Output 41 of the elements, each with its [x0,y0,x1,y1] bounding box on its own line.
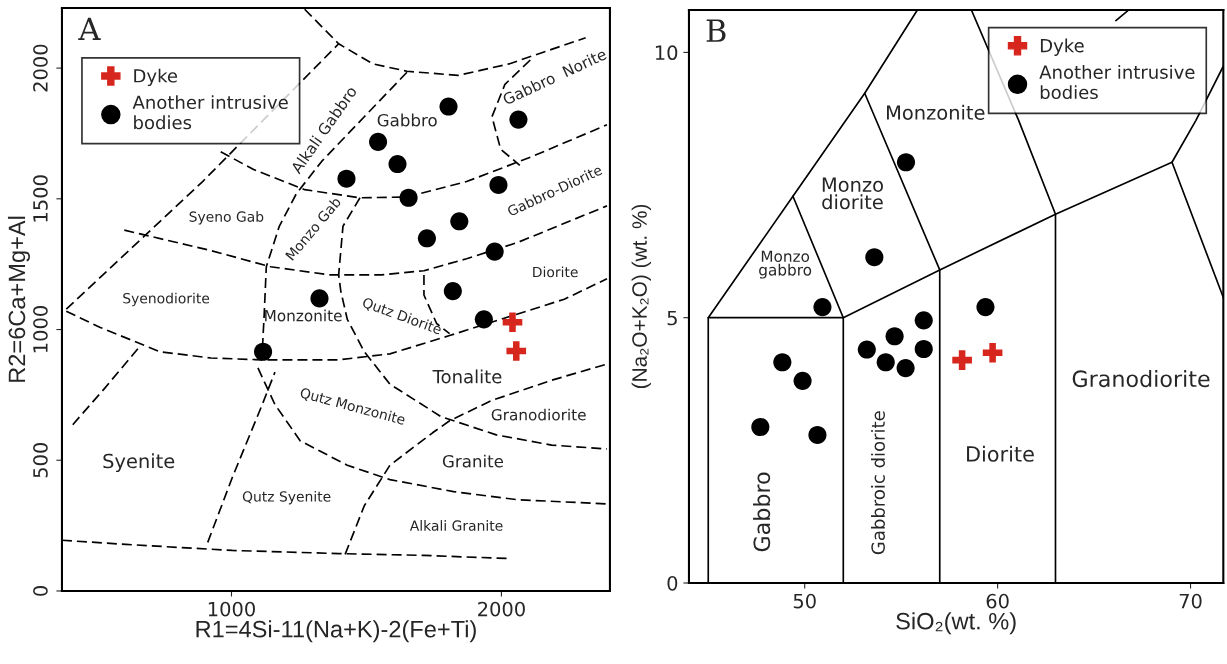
annotation: Syenodiorite [123,292,210,307]
y-tick-label: 2000 [33,44,48,92]
legend-label: Another intrusive bodies [132,95,288,130]
x-tick-label: 70 [1179,593,1202,609]
annotation: Gabbroic diorite [870,411,885,555]
x-tick-label: 50 [793,593,816,609]
annotation: Monzonite [265,309,342,322]
x-tick-label: 2000 [478,601,525,617]
annotation: Granodiorite [1072,369,1210,388]
y-axis-title: (Na₂O+K₂O) (wt. %) [631,204,652,389]
annotation: Granodiorite [491,408,586,421]
y-tick-label: 5 [667,310,677,326]
annotation: Monzo diorite [822,177,883,210]
annotation: Monzonite [887,104,985,120]
legend-label: Dyke [134,68,178,87]
x-axis-title: SiO₂(wt. %) [896,612,1016,635]
annotation: Diorite [967,445,1034,462]
annotation: Tonalite [432,369,502,384]
x-tick-label: 60 [986,593,1009,609]
y-tick-label: 0 [33,586,48,596]
annotation: Gabbro [377,113,437,127]
legend-label: Dyke [1040,38,1084,56]
annotation: Monzo gabbro [759,250,812,279]
y-tick-label: 1000 [33,306,48,353]
x-tick-label: 1000 [208,601,255,617]
annotation: Qutz Syenite [242,490,331,505]
annotation: Gabbro [753,472,771,552]
chart-title: A [78,17,101,40]
y-tick-label: 1500 [33,175,48,222]
y-axis-title: R2=6Ca+Mg+Al [7,216,30,382]
annotation: Granite [442,454,504,468]
y-tick-label: 0 [667,575,678,591]
y-tick-label: 10 [655,45,678,61]
legend-label: Another intrusive bodies [1039,64,1195,100]
annotation: Alkali Granite [409,520,503,531]
annotation: Syeno Gab [189,211,264,225]
y-tick-label: 500 [33,442,48,478]
annotation: Diorite [533,266,578,278]
x-axis-title: R1=4Si-11(Na+K)-2(Fe+Ti) [196,620,476,643]
annotation: Syenite [103,453,175,473]
chart-title: B [706,19,726,42]
